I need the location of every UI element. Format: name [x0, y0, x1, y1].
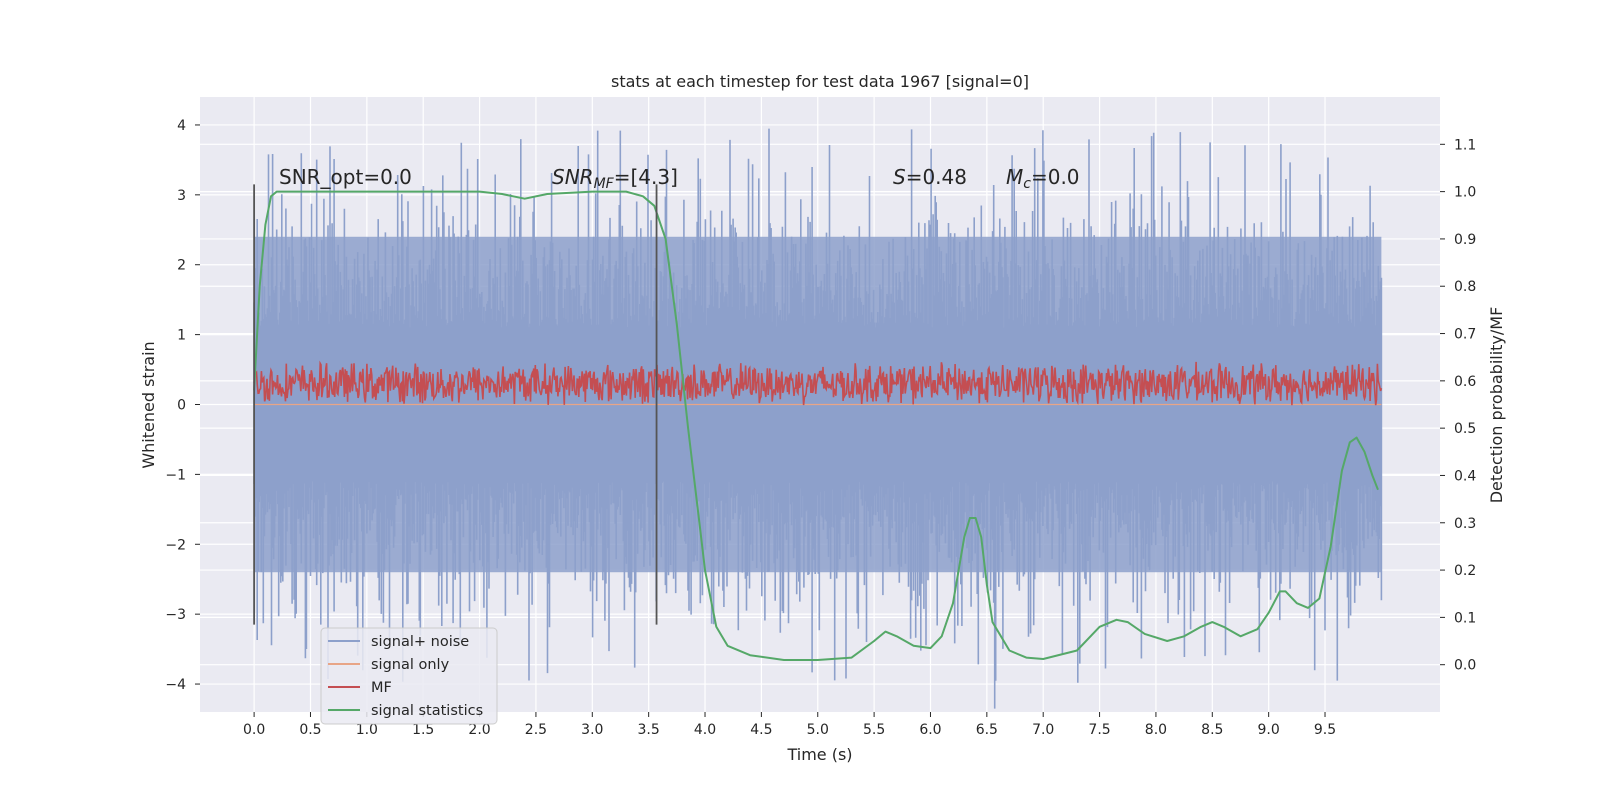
annotation-snr-mf: SNRMF=[4.3] — [552, 165, 678, 192]
y2-tick-label: 0.2 — [1454, 563, 1476, 579]
y2-tick-label: 0.7 — [1454, 327, 1476, 343]
x-tick-label: 9.0 — [1258, 722, 1280, 738]
y2-tick-label: 0.6 — [1454, 374, 1476, 390]
annotation-snr-mf-value: =[4.3] — [614, 165, 678, 189]
y2-tick-label: 1.1 — [1454, 137, 1476, 153]
y-tick-label: −3 — [165, 607, 186, 623]
x-tick-label: 3.0 — [581, 722, 603, 738]
legend-box — [320, 627, 498, 725]
x-tick-label: 5.5 — [863, 722, 885, 738]
y2-tick-label: 0.8 — [1454, 279, 1476, 295]
x-tick-label: 2.0 — [468, 722, 490, 738]
x-tick-label: 8.5 — [1201, 722, 1223, 738]
x-tick-label: 2.5 — [525, 722, 547, 738]
x-tick-label: 8.0 — [1145, 722, 1167, 738]
y-tick-label: 3 — [177, 188, 186, 204]
series-signal-statistics — [253, 190, 1379, 661]
y2-tick-label: 0.0 — [1454, 658, 1476, 674]
x-tick-label: 1.0 — [356, 722, 378, 738]
x-tick-label: 4.5 — [750, 722, 772, 738]
x-tick-label: 0.5 — [299, 722, 321, 738]
y2-tick-label: 0.4 — [1454, 468, 1476, 484]
y2-tick-label: 1.0 — [1454, 185, 1476, 201]
y2-axis-ticks: 0.0 0.1 0.2 0.3 0.4 0.5 0.6 0.7 0.8 0.9 1.0 1.1 — [1440, 137, 1476, 674]
y2-axis-label: Detection probability/MF — [1487, 307, 1506, 504]
series-mf — [253, 360, 1383, 406]
annotation-s: S=0.48 — [893, 165, 967, 189]
x-tick-label: 6.5 — [976, 722, 998, 738]
annotation-mc-main: M — [1006, 165, 1023, 189]
y-tick-label: −4 — [165, 677, 186, 693]
chart-title: stats at each timestep for test data 196… — [611, 72, 1029, 91]
x-tick-label: 0.0 — [243, 722, 265, 738]
legend: signal+ noise signal only MF signal stat… — [320, 627, 498, 725]
y-tick-label: −1 — [165, 467, 186, 483]
annotation-s-value: =0.48 — [906, 165, 967, 189]
x-tick-label: 5.0 — [807, 722, 829, 738]
x-tick-label: 7.0 — [1032, 722, 1054, 738]
annotation-snr-mf-main: SNR — [552, 165, 594, 189]
annotation-mc-value: =0.0 — [1031, 165, 1080, 189]
annotations: SNR_opt=0.0 SNRMF=[4.3] S=0.48 Mc=0.0 — [279, 165, 1080, 192]
annotation-snr-opt: SNR_opt=0.0 — [279, 165, 412, 189]
y2-tick-label: 0.9 — [1454, 232, 1476, 248]
y-tick-label: 4 — [177, 118, 186, 134]
y-axis-label: Whitened strain — [139, 341, 158, 468]
y-tick-label: 0 — [177, 398, 186, 414]
x-tick-label: 1.5 — [412, 722, 434, 738]
legend-label-signal-noise: signal+ noise — [371, 634, 469, 650]
x-tick-label: 9.5 — [1314, 722, 1336, 738]
legend-label-mf: MF — [371, 680, 392, 696]
y2-tick-label: 0.3 — [1454, 516, 1476, 532]
annotation-s-main: S — [893, 165, 906, 189]
y-tick-label: 2 — [177, 258, 186, 274]
x-tick-label: 6.0 — [919, 722, 941, 738]
annotation-mc: Mc=0.0 — [1006, 165, 1080, 192]
x-tick-label: 7.5 — [1088, 722, 1110, 738]
vertical-markers — [253, 184, 658, 625]
x-tick-label: 4.0 — [694, 722, 716, 738]
x-axis-ticks: 0.0 0.5 1.0 1.5 2.0 2.5 3.0 3.5 4.0 4.5 5.0 5.5 6.0 6… — [243, 712, 1336, 738]
annotation-snr-mf-sub: MF — [594, 176, 615, 192]
legend-label-signal-only: signal only — [371, 657, 450, 673]
annotation-mc-sub: c — [1023, 176, 1031, 192]
series-layer — [253, 128, 1383, 709]
y-tick-label: 1 — [177, 328, 186, 344]
y2-tick-label: 0.1 — [1454, 610, 1476, 626]
x-tick-label: 3.5 — [638, 722, 660, 738]
x-axis-label: Time (s) — [786, 745, 852, 764]
y-tick-label: −2 — [165, 537, 186, 553]
y2-tick-label: 0.5 — [1454, 421, 1476, 437]
y-axis-ticks: −4 −3 −2 −1 0 1 2 3 4 — [165, 118, 200, 693]
legend-label-signal-statistics: signal statistics — [371, 703, 483, 719]
